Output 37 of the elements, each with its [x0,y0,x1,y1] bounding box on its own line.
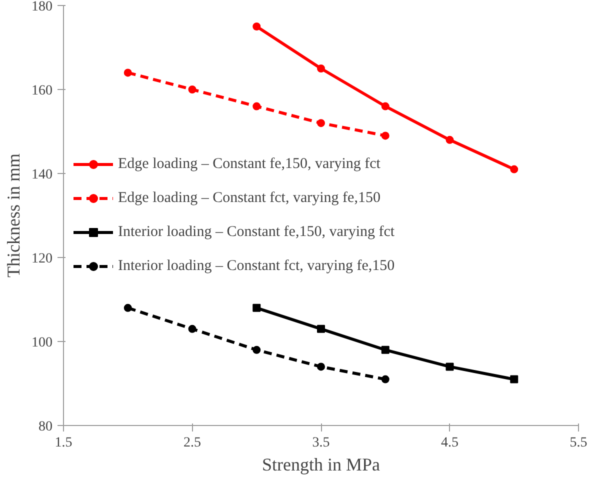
legend-label: Edge loading – Constant fct, varying fe,150 [118,190,380,206]
point [446,136,454,144]
x-tick-label: 2.5 [184,436,201,450]
point [124,304,132,312]
y-tick-label: 180 [32,0,52,14]
point [252,22,261,30]
legend-label: Edge loading – Constant fe,150, varying fct [118,156,380,172]
x-tick-label: 5.5 [570,436,588,450]
point [317,64,325,72]
y-tick-label: 160 [32,84,52,98]
point [252,102,261,110]
point [510,165,518,174]
point [381,375,390,384]
point [510,375,518,384]
point [252,304,261,312]
point [317,119,325,128]
point [252,346,261,354]
point [381,132,390,140]
x-tick-label: 3.5 [312,436,330,450]
y-tick-label: 120 [32,252,52,266]
point [317,324,325,333]
y-tick-label: 140 [32,168,52,182]
point [446,362,454,371]
x-tick-label: 1.5 [54,436,72,450]
point [317,362,325,371]
x-axis-title: Strength in MPa [262,454,380,474]
point [188,86,196,94]
point [381,102,390,110]
point [188,324,196,333]
x-tick-label: 4.5 [441,436,458,450]
legend-label: Interior loading – Constant fe,150, varying fct [118,224,395,240]
point [124,68,132,77]
y-axis-title: Thickness in mm [4,153,24,278]
y-tick-label: 100 [32,336,52,350]
y-tick-label: 80 [38,420,52,434]
point [381,346,390,354]
legend-label: Interior loading – Constant fct, varying fe,150 [118,258,395,274]
